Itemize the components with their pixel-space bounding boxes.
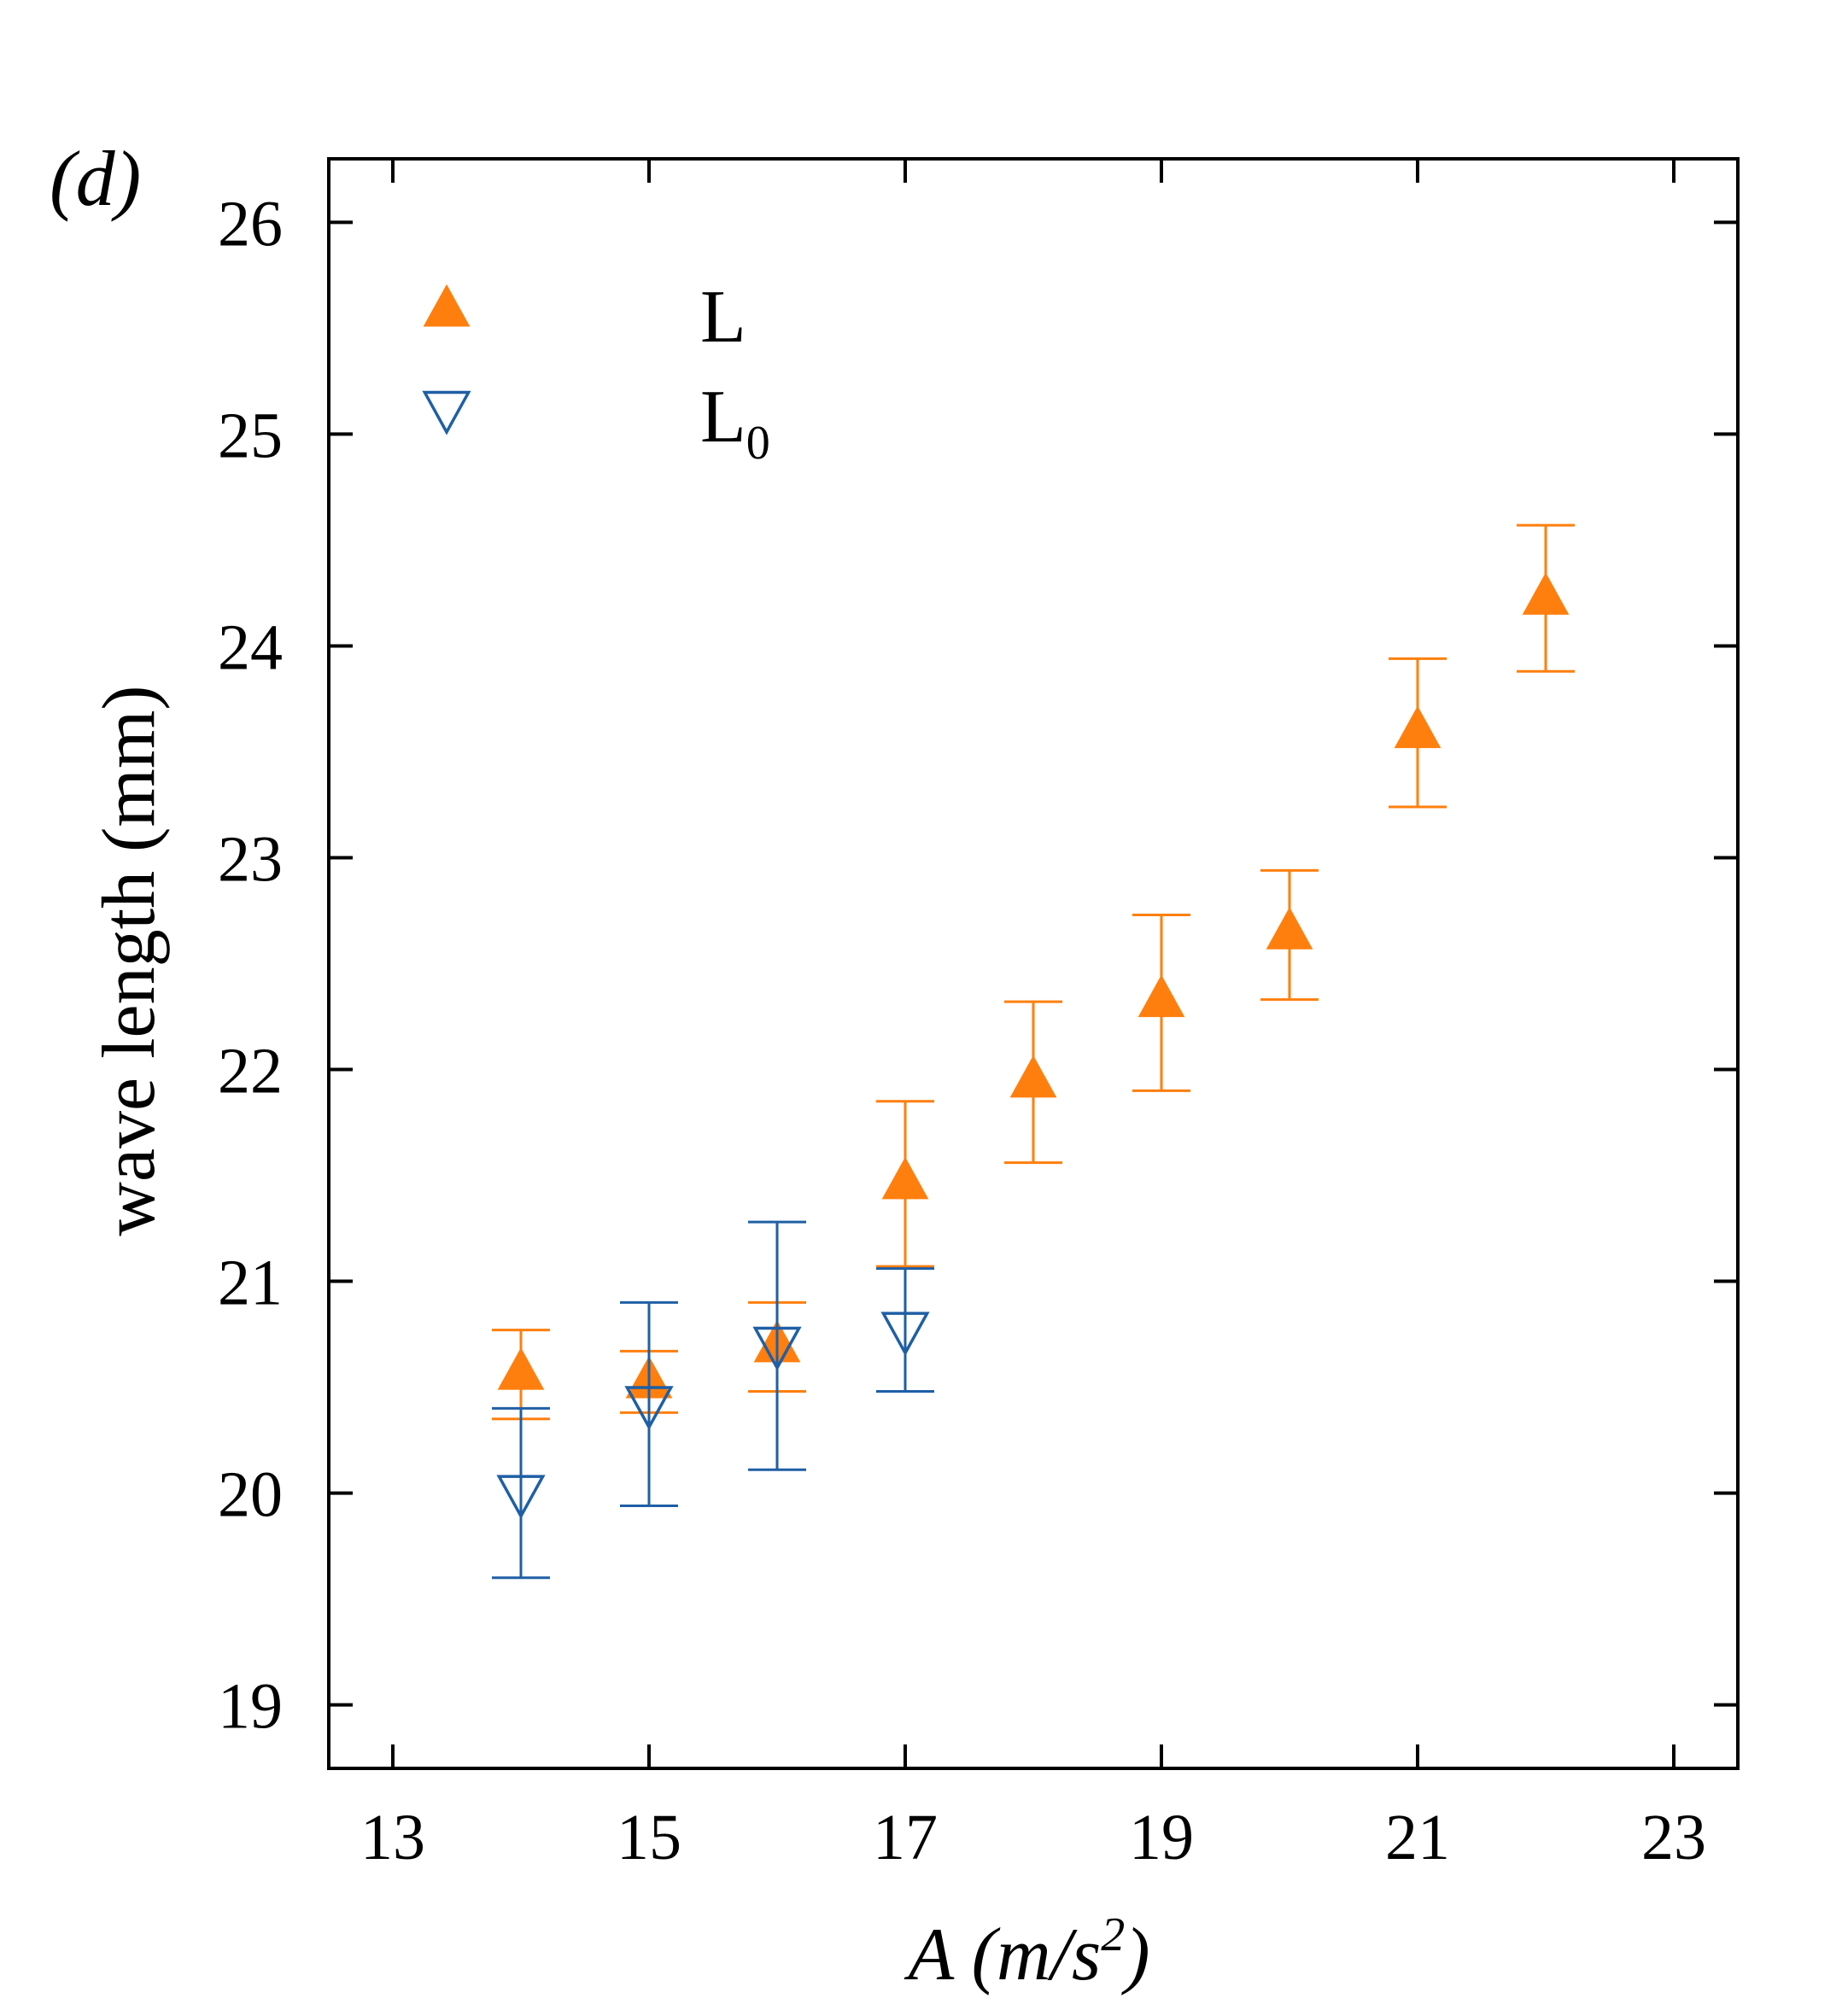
data-point-L0 (496, 1475, 546, 1520)
y-tick-label: 22 (218, 1036, 283, 1107)
y-tick-label: 20 (218, 1459, 283, 1531)
legend-label-L0: L0 (700, 376, 770, 470)
x-tick-label: 19 (1129, 1802, 1194, 1873)
y-axis-label: wave length (mm) (88, 685, 171, 1236)
data-point-L (1522, 572, 1570, 615)
data-series (492, 523, 1575, 1580)
legend-marker-L0 (422, 390, 471, 435)
data-point-L (1266, 907, 1313, 950)
panel-label: (d) (50, 135, 141, 222)
legend-label-base: L (700, 276, 746, 359)
legend-label-subscript: 0 (746, 417, 770, 470)
data-point-L (881, 1156, 929, 1200)
series-L0 (492, 1220, 934, 1580)
y-tick-label: 26 (218, 188, 283, 260)
data-point-L (1009, 1055, 1057, 1098)
x-tick-label: 17 (873, 1802, 938, 1873)
data-point-L (1394, 705, 1442, 749)
x-tick-label: 15 (617, 1802, 681, 1873)
data-point-L (1137, 974, 1185, 1018)
legend-label-L: L (700, 276, 746, 359)
data-point-L (497, 1347, 545, 1390)
data-point-L0 (624, 1386, 674, 1431)
y-tick-label: 24 (218, 611, 283, 683)
legend-label-base: L (700, 376, 746, 459)
y-tick-label: 23 (218, 823, 283, 895)
legend: LL0 (422, 276, 770, 470)
data-point-L0 (752, 1326, 802, 1371)
y-tick-label: 21 (218, 1248, 283, 1319)
x-tick-label: 13 (360, 1802, 425, 1873)
x-axis-label: A (m/s2) (904, 1908, 1149, 1996)
series-L (492, 523, 1575, 1421)
x-axis-label-main: A (m/s (904, 1914, 1101, 1996)
y-tick-label: 19 (218, 1671, 283, 1743)
x-axis-label-exponent: 2 (1101, 1908, 1125, 1961)
plot-frame (327, 157, 1740, 1770)
legend-marker-L (423, 283, 471, 327)
y-tick-label: 25 (218, 400, 283, 471)
axis-ticks: 13 15 17 19 21 23 19 20 21 22 23 24 25 26 (218, 159, 1738, 1873)
data-point-L0 (880, 1312, 930, 1357)
x-tick-label: 23 (1641, 1802, 1706, 1873)
x-axis-label-close: ) (1120, 1914, 1149, 1996)
x-tick-label: 21 (1385, 1802, 1450, 1873)
